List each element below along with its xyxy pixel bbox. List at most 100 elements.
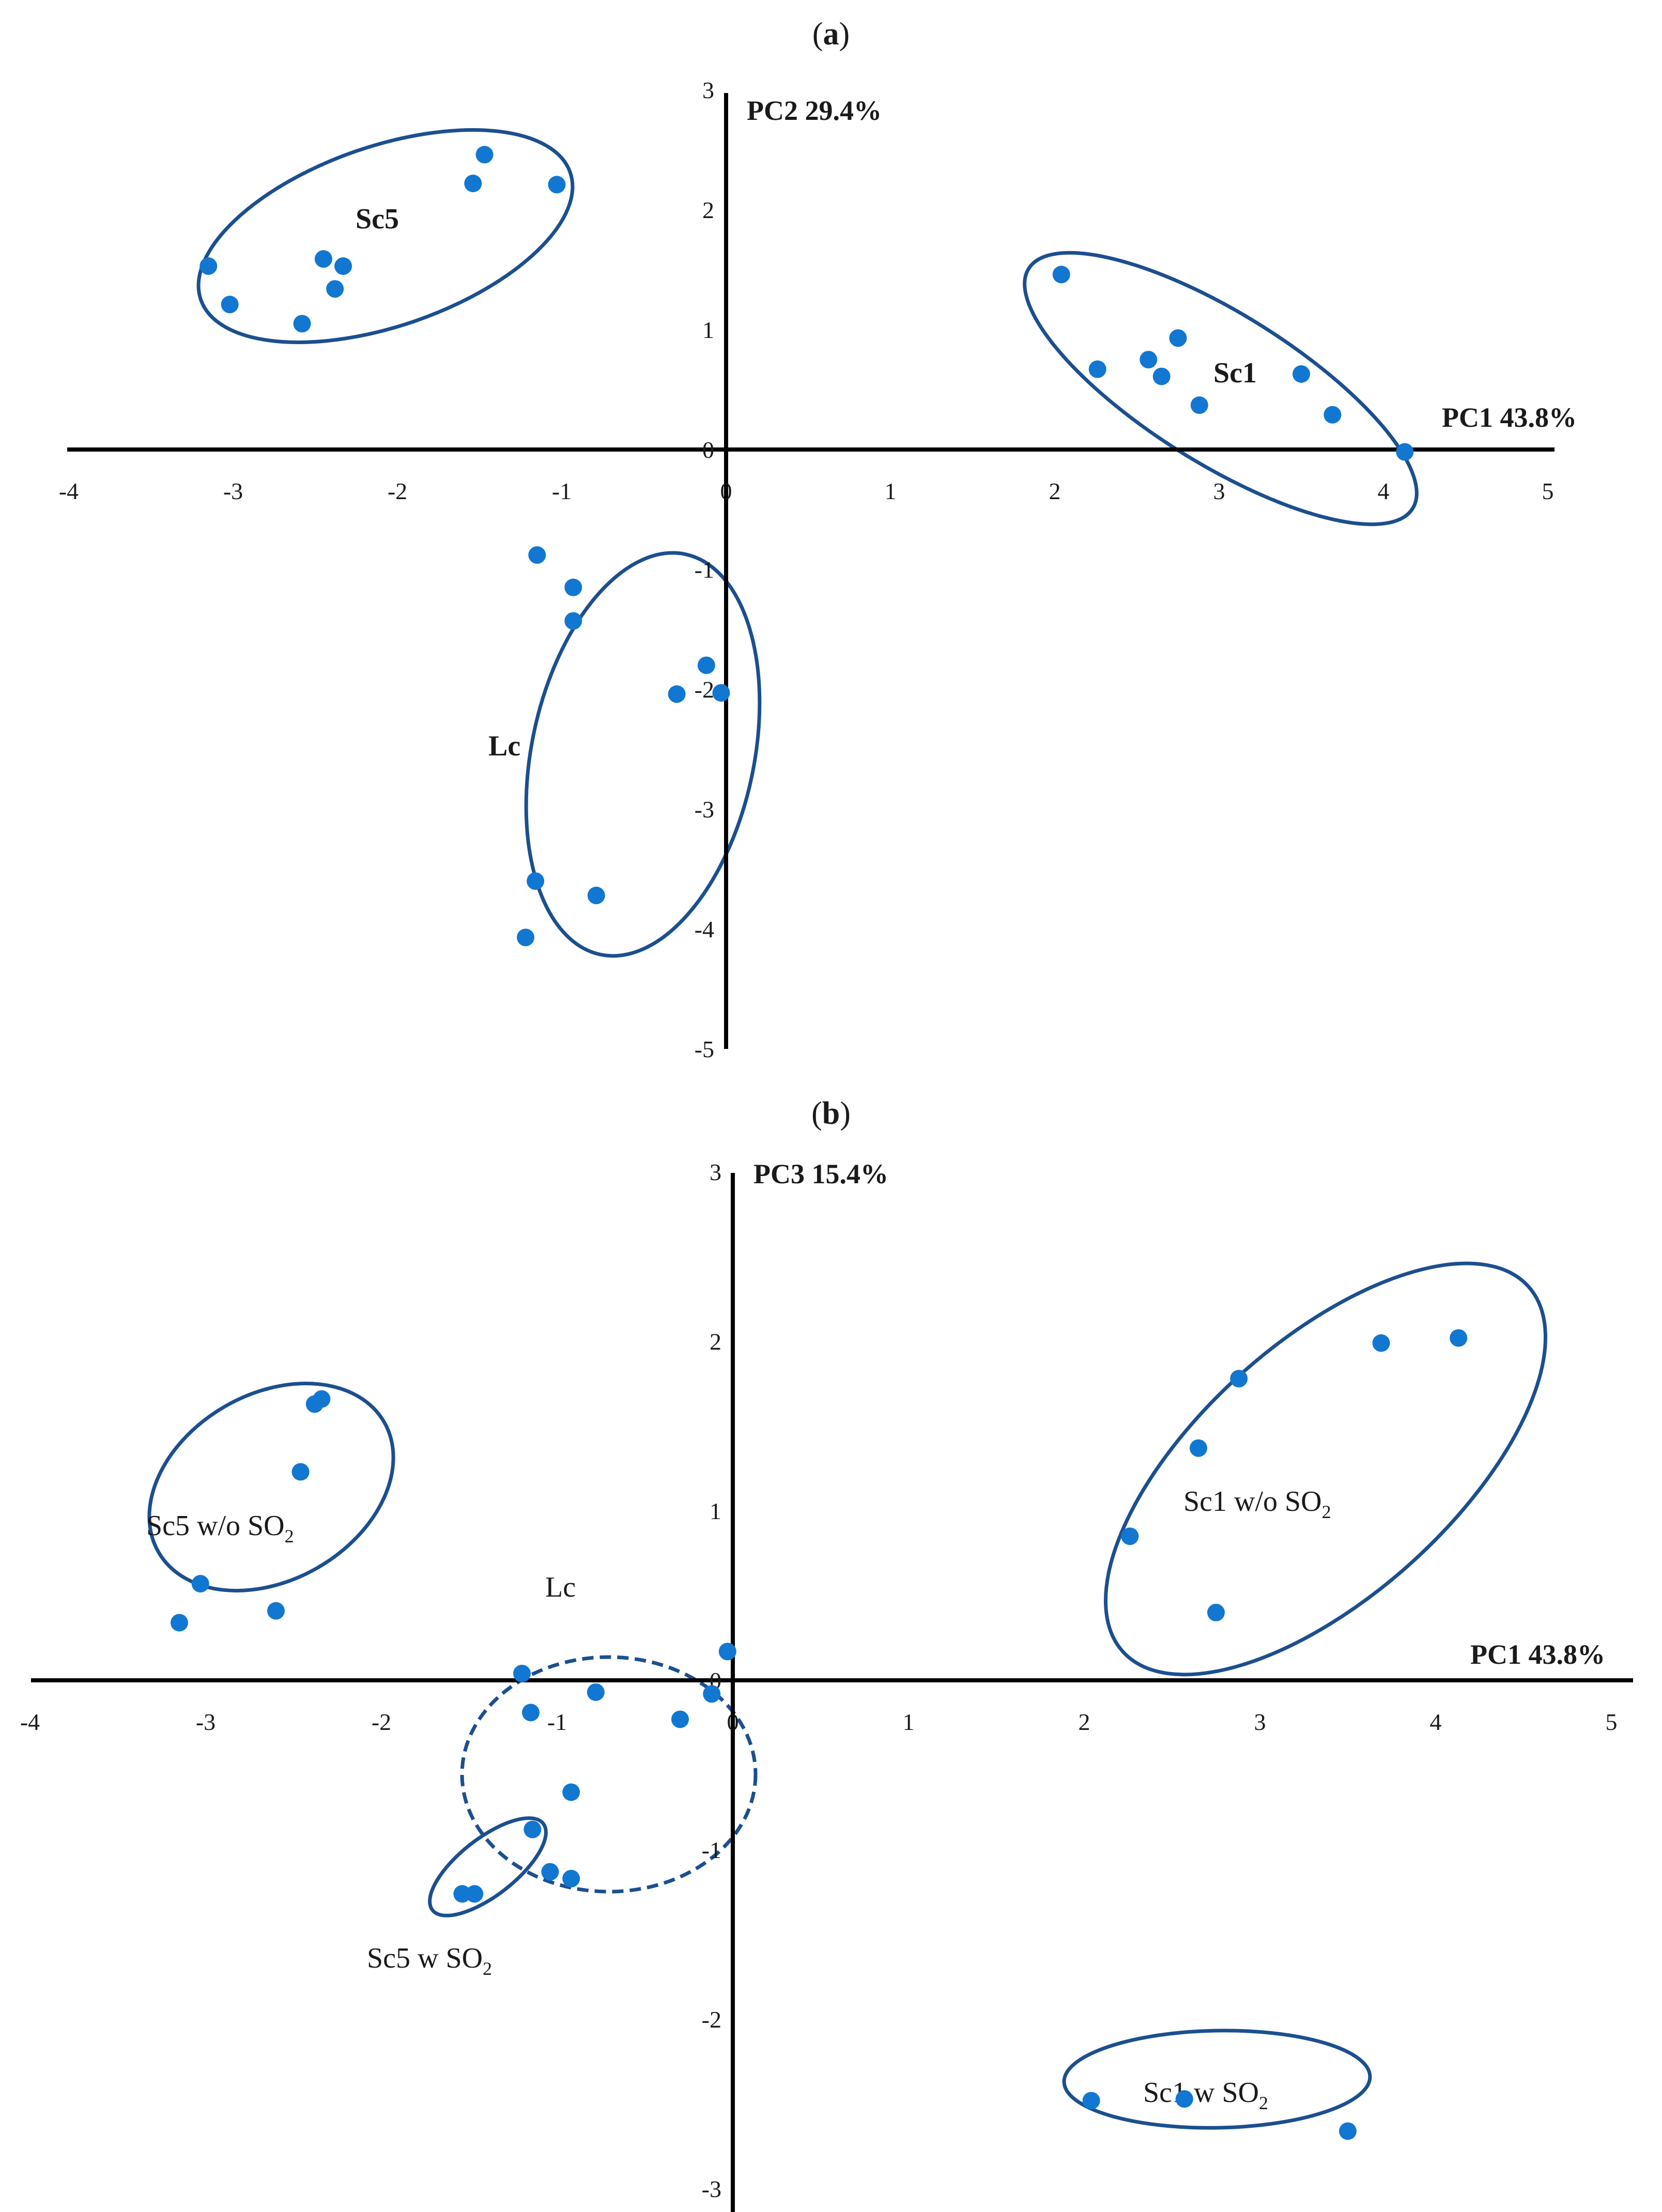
point-sc1 <box>1169 329 1187 347</box>
point-sc5-wo-so <box>191 1575 209 1593</box>
ellipse-sc5-without-so2 <box>147 1382 395 1592</box>
x-tick-label: 1 <box>885 478 897 504</box>
panel-b-points <box>171 1329 1468 2140</box>
point-sc1 <box>1396 443 1414 461</box>
y-tick-label: -1 <box>702 1837 721 1863</box>
point-sc1 <box>1088 360 1106 378</box>
point-sc1 <box>1190 396 1208 414</box>
ellipse-sc5 <box>196 128 575 344</box>
y-tick-label: 0 <box>702 437 714 463</box>
x-tick-label: 2 <box>1049 478 1061 504</box>
x-tick-label: 2 <box>1079 1709 1090 1735</box>
point-lc <box>564 578 582 596</box>
x-tick-label: -4 <box>59 478 79 504</box>
x-tick-label: -2 <box>372 1709 391 1735</box>
point-sc1 <box>1140 351 1158 368</box>
group-label-lc: Lc <box>488 730 520 762</box>
point-lc <box>528 546 546 564</box>
point-lc <box>564 612 582 630</box>
panel-a-y-ticks: 3 2 1 0 -1 -2 -3 -4 -5 <box>695 77 714 1062</box>
group-label-sc5: Sc5 <box>356 203 399 235</box>
point-sc1-w-so <box>1175 2090 1193 2108</box>
panel-b-label: (b) <box>811 1096 851 1131</box>
point-lc <box>671 1710 689 1728</box>
group-label-sc5-without-so2: Sc5 w/o SO2 <box>146 1510 294 1546</box>
point-sc1-wo-so <box>1372 1334 1390 1352</box>
point-sc5-w-so <box>453 1885 471 1903</box>
ellipse-sc5-with-so2 <box>428 1816 548 1917</box>
point-lc <box>668 685 686 703</box>
point-sc1-w-so <box>1082 2092 1100 2110</box>
x-tick-label: -4 <box>20 1709 40 1735</box>
panel-a-group-ellipses <box>196 128 1419 958</box>
point-sc5-wo-so <box>291 1463 310 1481</box>
point-sc5 <box>221 296 239 314</box>
point-sc5 <box>326 280 344 298</box>
point-sc1-wo-so <box>1121 1527 1139 1545</box>
ellipse-lc-dashed <box>460 1655 758 1894</box>
x-tick-label: -3 <box>196 1709 216 1735</box>
panel-a: (a) -4 -3 -2 -1 0 1 2 3 4 5 3 2 1 0 -1 -2 -3 -4 -5 PC2 29… <box>59 17 1577 1062</box>
panel-b-y-axis-title: PC3 15.4% <box>753 1158 888 1189</box>
x-tick-label: 1 <box>903 1709 915 1735</box>
point-sc5-w-so <box>541 1863 559 1881</box>
panel-a-points <box>199 146 1414 947</box>
group-label-sc1-without-so2: Sc1 w/o SO2 <box>1183 1486 1331 1522</box>
x-tick-label: 5 <box>1606 1709 1618 1735</box>
y-tick-label: -1 <box>695 556 714 583</box>
point-lc <box>587 887 605 905</box>
point-lc <box>703 1685 721 1703</box>
x-tick-label: 3 <box>1254 1709 1266 1735</box>
point-lc <box>587 1683 605 1701</box>
point-lc <box>712 684 730 702</box>
y-tick-label: 3 <box>710 1159 721 1185</box>
point-sc5-wo-so <box>313 1390 331 1408</box>
point-sc5 <box>464 174 482 192</box>
x-tick-label: 5 <box>1542 478 1554 504</box>
panel-a-x-axis-title: PC1 43.8% <box>1442 402 1577 433</box>
group-label-sc1-with-so2: Sc1 w SO2 <box>1143 2077 1268 2113</box>
point-lc <box>517 929 535 947</box>
x-tick-label: 4 <box>1430 1709 1442 1735</box>
y-tick-label: 1 <box>702 317 714 343</box>
ellipse-lc <box>524 551 762 958</box>
panel-a-y-axis-title: PC2 29.4% <box>747 95 882 126</box>
group-label-lc: Lc <box>545 1571 576 1603</box>
panel-b-x-ticks: -4 -3 -2 -1 0 1 2 3 4 5 <box>20 1709 1618 1735</box>
point-sc5 <box>199 257 218 275</box>
point-sc5 <box>475 146 494 164</box>
panel-a-label: (a) <box>812 17 850 52</box>
point-lc <box>562 1783 580 1801</box>
y-tick-label: -2 <box>702 2006 721 2033</box>
point-sc5 <box>548 176 566 194</box>
point-sc1-wo-so <box>1230 1370 1248 1388</box>
x-tick-label: 0 <box>720 478 732 504</box>
panel-b-axes <box>31 1173 1633 2212</box>
y-tick-label: -4 <box>695 916 714 942</box>
point-lc <box>527 872 545 890</box>
point-sc5-wo-so <box>267 1602 285 1620</box>
x-tick-label: -3 <box>223 478 243 504</box>
x-tick-label: -1 <box>547 1709 567 1735</box>
point-sc1 <box>1052 266 1070 284</box>
panel-b-x-axis-title: PC1 43.8% <box>1470 1639 1605 1670</box>
panel-a-axes <box>67 93 1555 1049</box>
point-sc5-w-so <box>466 1885 484 1903</box>
ellipse-sc1 <box>1023 251 1419 527</box>
y-tick-label: 1 <box>710 1498 721 1524</box>
group-label-sc5-with-so2: Sc5 w SO2 <box>367 1942 492 1979</box>
y-tick-label: 2 <box>710 1328 721 1355</box>
point-lc <box>522 1704 540 1722</box>
point-sc5-wo-so <box>171 1614 188 1632</box>
x-tick-label: 4 <box>1378 478 1390 504</box>
point-sc5-w-so <box>562 1869 580 1888</box>
y-tick-label: 3 <box>702 77 714 103</box>
point-sc1 <box>1152 367 1171 385</box>
panel-a-x-ticks: -4 -3 -2 -1 0 1 2 3 4 5 <box>59 478 1554 504</box>
y-tick-label: 2 <box>702 197 714 223</box>
panel-b-group-ellipses <box>147 1261 1548 2130</box>
point-sc5 <box>334 257 352 275</box>
x-tick-label: -2 <box>388 478 407 504</box>
